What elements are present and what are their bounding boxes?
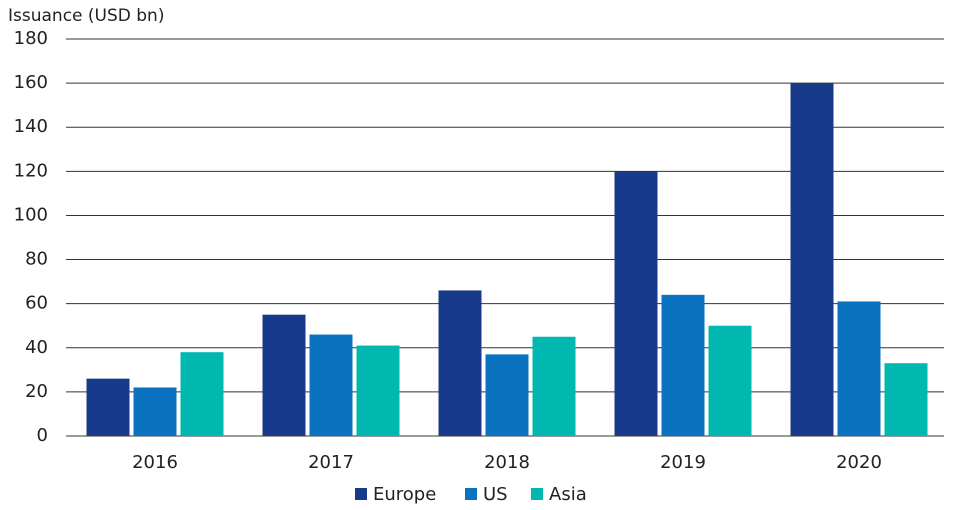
x-tick-label: 2017 xyxy=(308,452,354,473)
legend-label: Asia xyxy=(549,484,587,505)
y-tick-label: 180 xyxy=(14,28,48,49)
y-tick-label: 100 xyxy=(14,204,48,225)
x-tick-label: 2020 xyxy=(836,452,882,473)
bar xyxy=(309,334,353,436)
y-tick-label: 80 xyxy=(25,249,48,270)
x-tick-label: 2016 xyxy=(132,452,178,473)
bar xyxy=(438,290,482,436)
y-tick-label: 0 xyxy=(37,425,48,446)
bar xyxy=(485,354,529,436)
legend-swatch xyxy=(531,488,543,500)
x-tick-label: 2018 xyxy=(484,452,530,473)
bar xyxy=(790,83,834,436)
y-tick-label: 120 xyxy=(14,160,48,181)
bar xyxy=(837,301,881,436)
y-tick-label: 40 xyxy=(25,337,48,358)
y-tick-label: 20 xyxy=(25,381,48,402)
bar xyxy=(262,314,306,436)
bar xyxy=(133,387,177,436)
y-tick-label: 160 xyxy=(14,72,48,93)
bar xyxy=(356,345,400,436)
bar xyxy=(86,378,130,436)
legend-label: Europe xyxy=(373,484,436,505)
y-tick-label: 140 xyxy=(14,116,48,137)
bar xyxy=(180,352,224,436)
y-tick-label: 60 xyxy=(25,293,48,314)
x-tick-label: 2019 xyxy=(660,452,706,473)
legend-swatch xyxy=(355,488,367,500)
y-axis-label: Issuance (USD bn) xyxy=(8,6,164,26)
legend-swatch xyxy=(465,488,477,500)
bar xyxy=(708,325,752,436)
legend-label: US xyxy=(483,484,508,505)
bar xyxy=(614,171,658,437)
bar xyxy=(884,363,928,436)
bar xyxy=(661,294,705,436)
bar xyxy=(532,336,576,436)
